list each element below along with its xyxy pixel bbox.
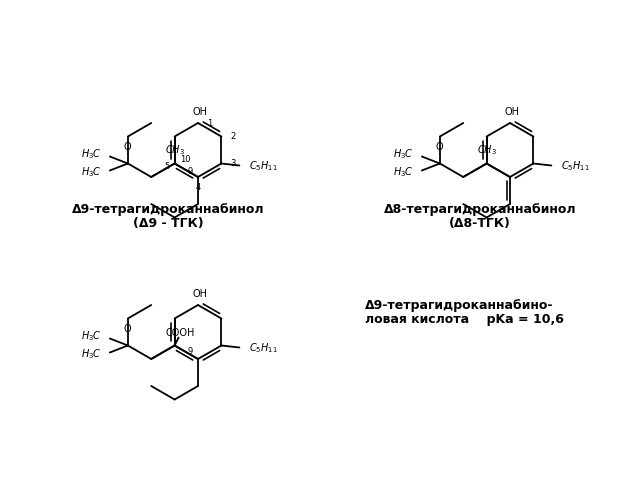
Text: $H_3C$: $H_3C$ (393, 166, 414, 180)
Text: 4: 4 (195, 183, 200, 192)
Text: 5: 5 (164, 162, 170, 171)
Text: OH: OH (193, 107, 207, 117)
Text: $H_3C$: $H_3C$ (81, 148, 102, 161)
Text: $C_5H_{11}$: $C_5H_{11}$ (561, 159, 590, 173)
Text: $H_3C$: $H_3C$ (81, 348, 102, 361)
Text: 10: 10 (180, 155, 190, 164)
Text: Δ9-тетрагидроканнабино-: Δ9-тетрагидроканнабино- (365, 299, 554, 312)
Text: (Δ8-ТГК): (Δ8-ТГК) (449, 217, 511, 230)
Text: $C_5H_{11}$: $C_5H_{11}$ (250, 342, 278, 355)
Text: $H_3C$: $H_3C$ (81, 330, 102, 343)
Text: O: O (123, 324, 131, 335)
Text: 2: 2 (230, 132, 236, 141)
Text: COOH: COOH (166, 327, 195, 337)
Text: ловая кислота    pKa = 10,6: ловая кислота pKa = 10,6 (365, 313, 564, 326)
Text: OH: OH (193, 289, 207, 299)
Text: (Δ9 - ТГК): (Δ9 - ТГК) (132, 217, 204, 230)
Text: O: O (435, 143, 443, 153)
Text: 9: 9 (188, 348, 193, 357)
Text: 9: 9 (188, 167, 193, 176)
Text: $H_3C$: $H_3C$ (81, 166, 102, 180)
Text: Δ9-тетрагидроканнабинол: Δ9-тетрагидроканнабинол (72, 203, 264, 216)
Text: Δ8-тетрагидроканнабинол: Δ8-тетрагидроканнабинол (384, 203, 576, 216)
Text: $C_5H_{11}$: $C_5H_{11}$ (250, 159, 278, 173)
Text: $H_3C$: $H_3C$ (393, 148, 414, 161)
Text: 3: 3 (230, 159, 236, 168)
Text: 1: 1 (207, 119, 212, 128)
Text: O: O (123, 143, 131, 153)
Text: $CH_3$: $CH_3$ (477, 144, 497, 157)
Text: OH: OH (504, 107, 520, 117)
Text: $CH_3$: $CH_3$ (164, 144, 184, 157)
